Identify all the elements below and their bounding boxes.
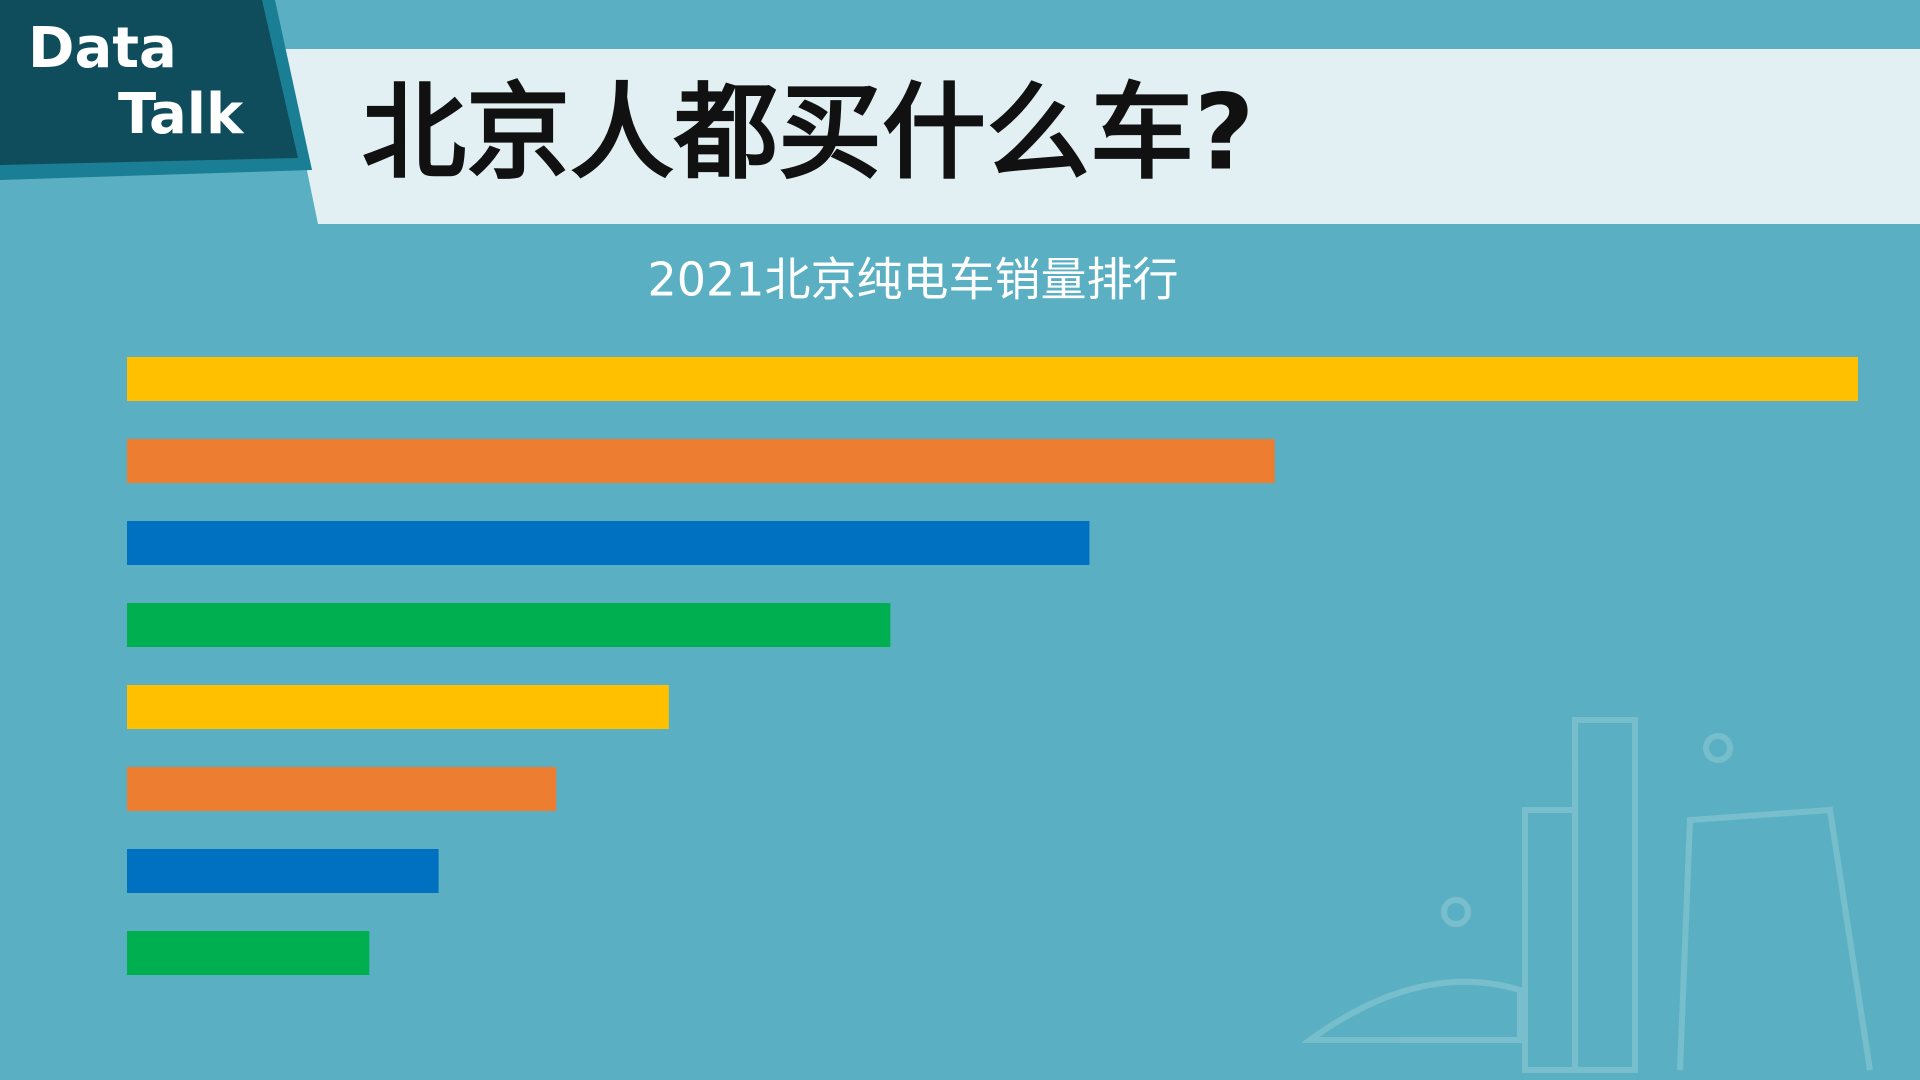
title-banner	[282, 49, 1920, 224]
chart-subtitle: 2021北京纯电车销量排行	[647, 253, 1178, 307]
bar	[127, 685, 669, 729]
bar	[127, 767, 557, 811]
bar	[127, 439, 1275, 483]
logo-text: Talk	[118, 82, 245, 147]
logo-box	[0, 0, 298, 165]
bar	[127, 357, 1858, 401]
skyline-decoration	[1300, 717, 1873, 1073]
bar	[127, 603, 891, 647]
chart-title: 北京人都买什么车?	[362, 71, 1254, 193]
bar	[127, 521, 1090, 565]
bar	[127, 931, 370, 975]
logo-text: Data	[28, 16, 177, 81]
bar	[127, 849, 439, 893]
